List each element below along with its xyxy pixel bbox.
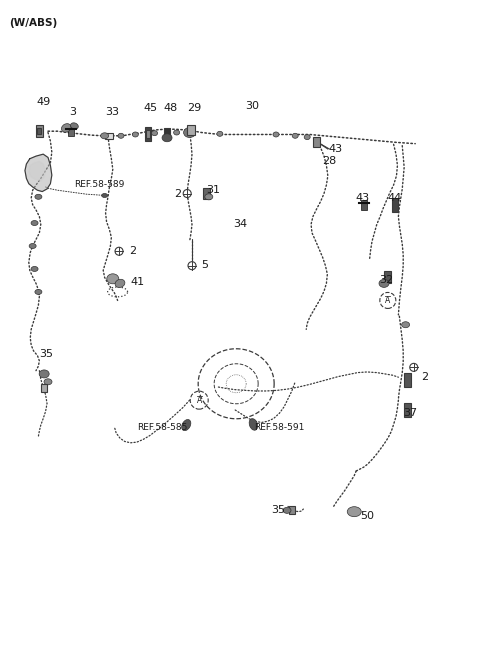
Ellipse shape (115, 279, 125, 287)
Text: (W/ABS): (W/ABS) (10, 18, 58, 28)
Bar (203, 188, 210, 199)
Ellipse shape (31, 220, 38, 226)
Ellipse shape (217, 131, 223, 136)
Ellipse shape (402, 321, 409, 328)
Ellipse shape (292, 133, 298, 138)
Ellipse shape (184, 127, 196, 138)
Bar (36, 125, 43, 137)
Ellipse shape (39, 370, 49, 378)
Ellipse shape (71, 123, 78, 129)
Text: 28: 28 (323, 155, 337, 166)
Text: A: A (385, 296, 390, 305)
Text: 43: 43 (329, 144, 343, 154)
Ellipse shape (249, 419, 258, 430)
Text: 35: 35 (39, 349, 53, 359)
Text: 34: 34 (233, 219, 247, 230)
Text: 43: 43 (355, 193, 369, 203)
Ellipse shape (205, 194, 213, 200)
Bar (187, 125, 195, 135)
Ellipse shape (174, 130, 180, 135)
Text: 2: 2 (421, 372, 429, 382)
Ellipse shape (152, 131, 157, 136)
Bar (68, 126, 74, 136)
Ellipse shape (31, 266, 38, 272)
Circle shape (188, 262, 196, 270)
Text: 37: 37 (403, 408, 417, 419)
Text: 44: 44 (388, 193, 402, 203)
Text: 2: 2 (174, 188, 181, 199)
Ellipse shape (107, 274, 119, 284)
Text: 29: 29 (187, 103, 202, 113)
Bar (106, 133, 113, 139)
Bar (404, 403, 410, 417)
Text: REF.58-591: REF.58-591 (254, 423, 305, 432)
Bar (146, 131, 150, 138)
Ellipse shape (29, 243, 36, 249)
Polygon shape (29, 161, 46, 181)
Text: 35: 35 (271, 504, 285, 515)
Text: 32: 32 (379, 275, 393, 285)
Bar (361, 199, 367, 210)
Text: 3: 3 (70, 106, 77, 117)
Bar (384, 271, 391, 283)
Circle shape (183, 190, 191, 197)
Text: 33: 33 (106, 106, 120, 117)
Bar (313, 136, 320, 147)
Circle shape (115, 247, 123, 255)
Text: 45: 45 (143, 103, 157, 113)
Bar (164, 129, 170, 140)
Text: A: A (197, 396, 202, 405)
Text: 49: 49 (36, 96, 50, 107)
Ellipse shape (283, 507, 291, 514)
Text: REF.58-589: REF.58-589 (74, 180, 125, 190)
Ellipse shape (304, 134, 310, 140)
Bar (289, 506, 295, 514)
Circle shape (410, 363, 418, 371)
Ellipse shape (101, 133, 108, 139)
Ellipse shape (379, 279, 389, 287)
Ellipse shape (35, 194, 42, 199)
Text: 50: 50 (360, 510, 374, 521)
Bar (404, 373, 410, 388)
Ellipse shape (102, 194, 108, 197)
Ellipse shape (61, 123, 71, 133)
Ellipse shape (273, 132, 279, 137)
Ellipse shape (132, 132, 138, 137)
Bar (392, 197, 397, 212)
Text: 5: 5 (202, 260, 209, 270)
Polygon shape (25, 154, 52, 192)
Text: 30: 30 (245, 101, 259, 112)
Bar (41, 384, 47, 392)
Ellipse shape (162, 134, 172, 142)
Text: 31: 31 (206, 185, 220, 195)
Ellipse shape (181, 420, 191, 430)
Text: 48: 48 (163, 103, 178, 113)
Text: 2: 2 (129, 246, 136, 256)
Ellipse shape (44, 379, 52, 385)
Text: 41: 41 (131, 277, 144, 287)
Bar (145, 127, 151, 142)
Ellipse shape (347, 506, 361, 517)
Ellipse shape (35, 289, 42, 295)
Bar (37, 128, 41, 134)
Ellipse shape (118, 133, 124, 138)
Text: REF.58-585: REF.58-585 (137, 423, 187, 432)
